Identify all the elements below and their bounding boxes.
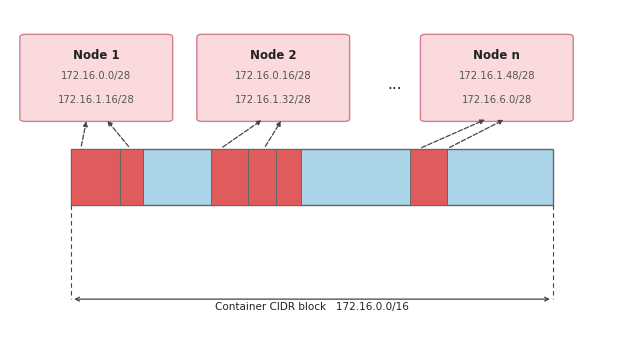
Text: ...: ...: [387, 78, 402, 92]
Bar: [276, 149, 301, 205]
Text: 172.16.1.32/28: 172.16.1.32/28: [235, 95, 312, 105]
FancyBboxPatch shape: [20, 34, 173, 121]
Bar: [71, 149, 553, 205]
Text: Node 1: Node 1: [73, 49, 120, 62]
Text: 172.16.1.48/28: 172.16.1.48/28: [458, 71, 535, 81]
Text: 172.16.0.0/28: 172.16.0.0/28: [61, 71, 131, 81]
Text: Container CIDR block   172.16.0.0/16: Container CIDR block 172.16.0.0/16: [215, 302, 409, 312]
Text: 172.16.1.16/28: 172.16.1.16/28: [58, 95, 135, 105]
Bar: [120, 149, 143, 205]
Text: 172.16.0.16/28: 172.16.0.16/28: [235, 71, 312, 81]
FancyBboxPatch shape: [420, 34, 573, 121]
Bar: [71, 149, 120, 205]
Bar: [211, 149, 248, 205]
FancyBboxPatch shape: [197, 34, 350, 121]
Text: Node 2: Node 2: [250, 49, 297, 62]
Text: Node n: Node n: [473, 49, 520, 62]
Text: 172.16.6.0/28: 172.16.6.0/28: [461, 95, 532, 105]
Bar: [410, 149, 447, 205]
Bar: [248, 149, 276, 205]
